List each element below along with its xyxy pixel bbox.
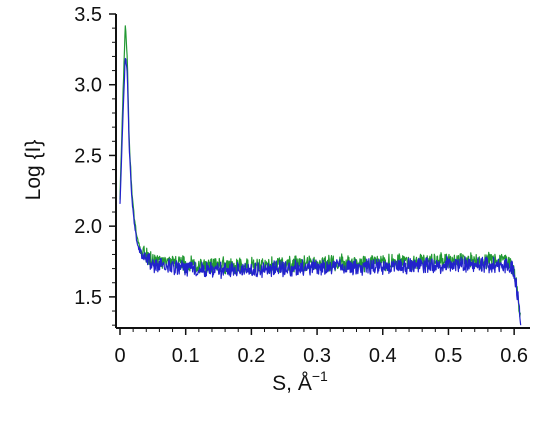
x-axis-title-exponent: −1	[312, 368, 328, 384]
x-axis-title: S, Å−1	[272, 368, 328, 395]
y-tick-label: 2.5	[74, 145, 102, 167]
y-tick-label: 1.5	[74, 287, 102, 309]
y-tick-label: 3.0	[74, 75, 102, 97]
x-axis-title-main: S, Å	[272, 372, 312, 395]
x-tick-label: 0.5	[435, 345, 463, 367]
blue-series-line	[119, 57, 522, 326]
x-tick-label: 0.2	[237, 345, 265, 367]
x-tick-label: 0.4	[369, 345, 397, 367]
x-tick-label: 0.1	[172, 345, 200, 367]
tick-layer: 0 0.1 0.2 0.3 0.4 0.5 0.6 1.5 2.0 2.5 3.0 3.5	[74, 4, 528, 367]
y-axis-title: Log {I}	[22, 140, 45, 201]
y-tick-label: 2.0	[74, 216, 102, 238]
green-series-line	[119, 25, 521, 318]
x-tick-label: 0.6	[500, 345, 528, 367]
y-tick-label: 3.5	[74, 4, 102, 26]
series-layer	[119, 25, 522, 326]
x-tick-label: 0.3	[303, 345, 331, 367]
x-tick-label: 0	[114, 345, 125, 367]
